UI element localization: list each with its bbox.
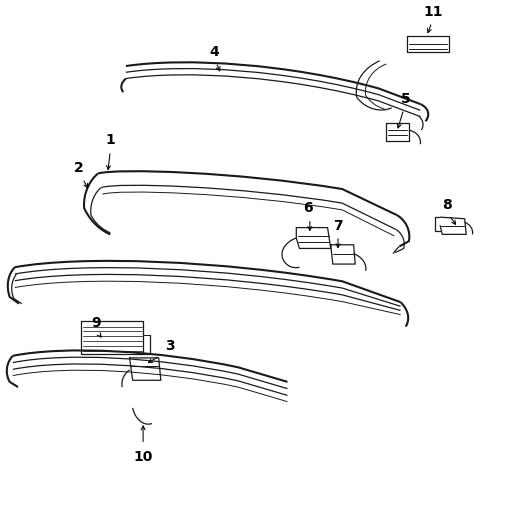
Text: 2: 2 (74, 162, 84, 175)
Text: 8: 8 (442, 198, 452, 212)
Text: 1: 1 (106, 133, 115, 148)
Text: 5: 5 (401, 92, 411, 106)
Text: 10: 10 (134, 449, 153, 464)
Text: 4: 4 (210, 45, 219, 59)
Text: 7: 7 (333, 219, 343, 233)
Text: 3: 3 (165, 339, 175, 353)
Text: 11: 11 (423, 5, 443, 19)
Text: 6: 6 (304, 201, 313, 215)
Text: 9: 9 (91, 316, 101, 330)
